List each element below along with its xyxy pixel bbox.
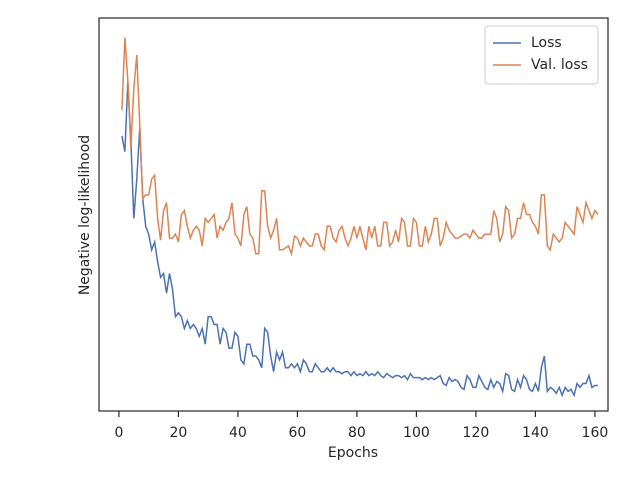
x-tick-label: 80 [348,425,366,441]
x-tick-label: 100 [403,425,430,441]
x-tick-label: 0 [114,425,123,441]
x-tick-label: 60 [289,425,307,441]
x-tick-label: 140 [522,425,549,441]
x-tick-label: 160 [582,425,609,441]
legend-label: Loss [531,35,562,51]
x-tick-label: 120 [463,425,490,441]
x-tick-label: 20 [170,425,188,441]
x-tick-label: 40 [229,425,247,441]
plot-frame [98,17,609,412]
legend-label: Val. loss [531,57,588,73]
line-series [121,37,599,257]
y-axis-label: Negative log-likelihood [77,135,93,295]
x-axis-label: Epochs [328,445,378,461]
line-series [121,80,598,398]
legend-box [484,25,599,85]
